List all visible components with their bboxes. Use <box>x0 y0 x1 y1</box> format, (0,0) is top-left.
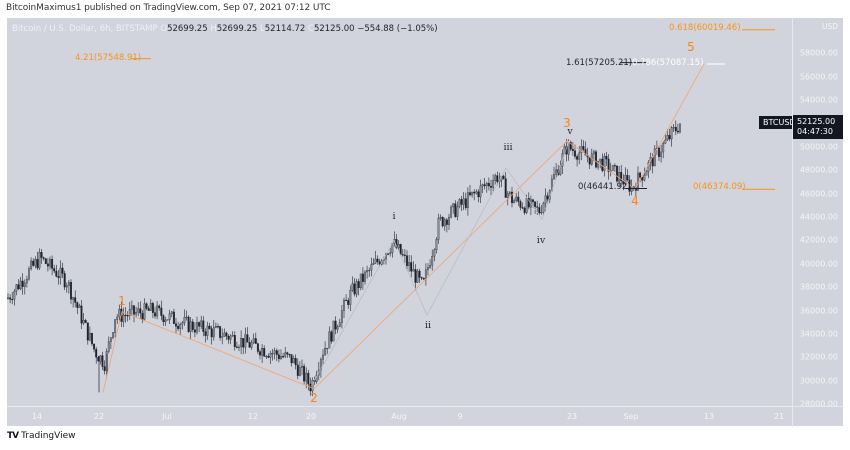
price-tick-label: 48000.00 <box>799 165 838 175</box>
subwave-label-ii: ii <box>424 320 432 331</box>
open-value: 52699.25 <box>167 24 208 34</box>
price-tick-label: 54000.00 <box>799 95 838 105</box>
current-price: 52125.00 <box>797 117 836 126</box>
time-axis[interactable]: 14 22 Jul 12 20 Aug 9 23 Sep 13 21 <box>7 406 792 427</box>
footer-brand: TV TradingView <box>7 431 76 441</box>
time-tick-label: Aug <box>391 412 407 421</box>
wave-label-4: 4 <box>631 194 639 208</box>
price-axis[interactable]: USD 58000.00 56000.00 54000.00 50000.00 4800… <box>792 18 844 409</box>
time-tick-label: 22 <box>93 412 105 421</box>
subwave-label-iii: iii <box>503 142 513 153</box>
time-tick-label: Jul <box>162 412 172 421</box>
plot-area[interactable]: Bitcoin / U.S. Dollar, 6h, BITSTAMP O526… <box>7 18 792 406</box>
price-tick-label: 32000.00 <box>799 352 838 362</box>
low-value: 52114.72 <box>264 24 306 34</box>
fib-label-0618: 0.618(60019.46) <box>669 23 741 33</box>
tradingview-brand: TradingView <box>21 431 76 441</box>
price-tick-label: 38000.00 <box>799 282 838 292</box>
fib-label-right-zero: 0(46374.09) <box>693 182 746 192</box>
major-wave-line <box>102 63 705 393</box>
wave-overlay <box>102 29 775 393</box>
fib-label-161: 1.61(57205.21) <box>566 58 633 68</box>
fib-label-421: 4.21(57548.91) <box>75 53 142 63</box>
fib-label-wave4-zero: 0(46441.92) <box>578 182 631 192</box>
price-tick-label: 46000.00 <box>799 189 838 199</box>
fib-label-0786: 0.786(57087.15) <box>632 58 704 68</box>
price-tick-label: 40000.00 <box>799 259 838 269</box>
change-value: −554.88 (−1.05%) <box>357 24 438 34</box>
symbol-tag: BTCUSD <box>759 116 800 129</box>
high-label: H <box>210 24 217 34</box>
minor-wave-line <box>310 140 570 387</box>
subwave-label-i: i <box>392 211 396 222</box>
price-tick-label: 30000.00 <box>799 376 838 386</box>
time-tick-label: 14 <box>31 412 43 421</box>
time-tick-label: 20 <box>305 412 317 421</box>
price-tick-label: 56000.00 <box>799 72 838 82</box>
time-tick-label: Sep <box>623 412 639 421</box>
subwave-label-iv: iv <box>536 235 546 246</box>
axis-corner <box>792 406 844 427</box>
symbol-title: Bitcoin / U.S. Dollar, 6h, BITSTAMP <box>12 24 158 34</box>
tradingview-logo-icon: TV <box>7 431 19 441</box>
close-label: C <box>308 24 314 34</box>
price-tick-label: 44000.00 <box>799 212 838 222</box>
time-tick-label: 12 <box>247 412 259 421</box>
time-tick-label: 9 <box>457 412 463 421</box>
price-tick-label: 50000.00 <box>799 142 838 152</box>
current-price-tag: 52125.00 04:47:30 <box>793 115 843 139</box>
ohlc-legend: Bitcoin / U.S. Dollar, 6h, BITSTAMP O526… <box>12 24 438 34</box>
bar-countdown: 04:47:30 <box>797 127 833 136</box>
price-tick-label: 34000.00 <box>799 329 838 339</box>
wave-label-1: 1 <box>118 294 126 308</box>
open-label: O <box>160 24 168 34</box>
publish-info: BitcoinMaximus1 published on TradingView… <box>6 3 331 13</box>
currency-label: USD <box>821 22 838 31</box>
chart-frame[interactable]: Bitcoin / U.S. Dollar, 6h, BITSTAMP O526… <box>7 18 844 427</box>
time-tick-label: 23 <box>566 412 578 421</box>
time-tick-label: 13 <box>703 412 715 421</box>
high-value: 52699.25 <box>216 24 258 34</box>
wave-label-5: 5 <box>687 40 695 54</box>
price-tick-label: 58000.00 <box>799 48 838 58</box>
price-tick-label: 42000.00 <box>799 235 838 245</box>
price-tick-label: 28000.00 <box>799 399 838 409</box>
subwave-label-v: v <box>567 126 573 137</box>
price-tick-label: 36000.00 <box>799 306 838 315</box>
wave-label-2: 2 <box>310 391 318 405</box>
time-tick-label: 21 <box>773 412 785 421</box>
low-label: L <box>260 24 265 34</box>
close-value: 52125.00 <box>313 24 355 34</box>
wave-label-3: 3 <box>563 116 571 130</box>
